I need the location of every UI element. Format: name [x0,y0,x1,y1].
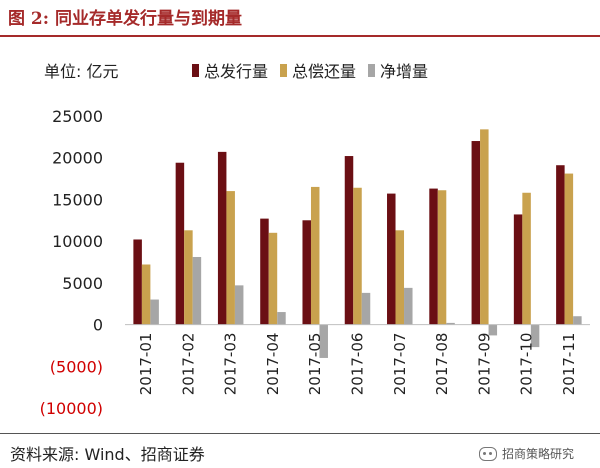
bar-repay-2017-11 [564,173,574,325]
watermark-text: 招商策略研究 [501,447,574,461]
y-tick-label: 5000 [62,274,103,293]
bar-repay-2017-02 [184,230,193,325]
y-tick-label: 20000 [52,149,103,168]
bar-net-2017-03 [234,285,244,325]
legend-item-net: 净增量 [368,58,428,82]
legend-item-repay: 总偿还量 [280,58,356,82]
y-tick-label: (5000) [50,357,103,376]
bar-repay-2017-10 [522,192,531,325]
bar-repay-2017-03 [226,191,235,325]
bar-issue-2017-04 [260,218,269,325]
wechat-icon [478,446,497,461]
legend-swatch-net [368,63,376,77]
chart-title: 图 2: 同业存单发行量与到期量 [8,9,242,29]
bar-issue-2017-09 [471,141,481,325]
bar-net-2017-07 [404,287,413,325]
bar-net-2017-06 [361,292,371,325]
bar-net-2017-05 [319,324,328,358]
bar-net-2017-01 [150,299,159,325]
bar-issue-2017-02 [175,162,185,325]
bar-issue-2017-05 [302,220,311,325]
legend-item-issue: 总发行量 [192,58,268,82]
y-tick-label: 15000 [52,190,103,209]
bar-net-2017-10 [530,324,540,348]
bar-repay-2017-08 [437,190,447,325]
x-tick-label: 2017-03 [222,333,240,396]
bar-net-2017-02 [192,256,202,325]
x-tick-label: 2017-06 [349,333,367,396]
legend-label-repay: 总偿还量 [292,62,357,81]
legend-label-net: 净增量 [380,62,429,81]
bar-repay-2017-01 [141,264,151,325]
bar-repay-2017-09 [480,129,489,325]
legend-label-issue: 总发行量 [204,62,269,81]
bar-net-2017-09 [488,324,498,336]
bar-issue-2017-11 [556,165,565,325]
bar-net-2017-04 [277,312,286,325]
bar-repay-2017-05 [310,186,320,325]
bar-issue-2017-10 [513,214,523,325]
legend: 总发行量 总偿还量 净增量 [192,58,440,82]
bar-issue-2017-01 [133,239,142,325]
x-tick-label: 2017-05 [306,333,324,396]
legend-swatch-issue [192,63,199,77]
unit-label: 单位: 亿元 [44,62,119,81]
bar-net-2017-08 [446,322,455,325]
bar-issue-2017-06 [344,156,354,325]
bar-net-2017-11 [573,316,582,325]
bar-issue-2017-07 [387,193,396,325]
y-tick-label: (10000) [40,399,103,418]
x-tick-label: 2017-07 [391,333,409,396]
legend-swatch-repay [280,63,288,77]
x-tick-label: 2017-09 [475,333,493,396]
title-divider [0,35,600,37]
y-tick-label: 10000 [52,232,103,251]
y-tick-label: 25000 [52,107,103,126]
bar-repay-2017-04 [268,232,278,325]
bar-issue-2017-08 [429,188,438,325]
x-tick-label: 2017-11 [560,333,578,396]
x-tick-label: 2017-01 [137,333,155,396]
watermark: 招商策略研究 [478,445,574,462]
y-tick-label: 0 [93,316,103,335]
x-tick-label: 2017-08 [433,333,451,396]
x-tick-label: 2017-04 [264,333,282,396]
bar-repay-2017-06 [353,187,362,325]
bar-issue-2017-03 [217,151,227,325]
x-tick-label: 2017-10 [518,333,536,396]
source-note: 资料来源: Wind、招商证券 [10,445,205,464]
source-divider [0,433,600,434]
bar-repay-2017-07 [395,230,405,325]
x-tick-label: 2017-02 [179,333,197,396]
